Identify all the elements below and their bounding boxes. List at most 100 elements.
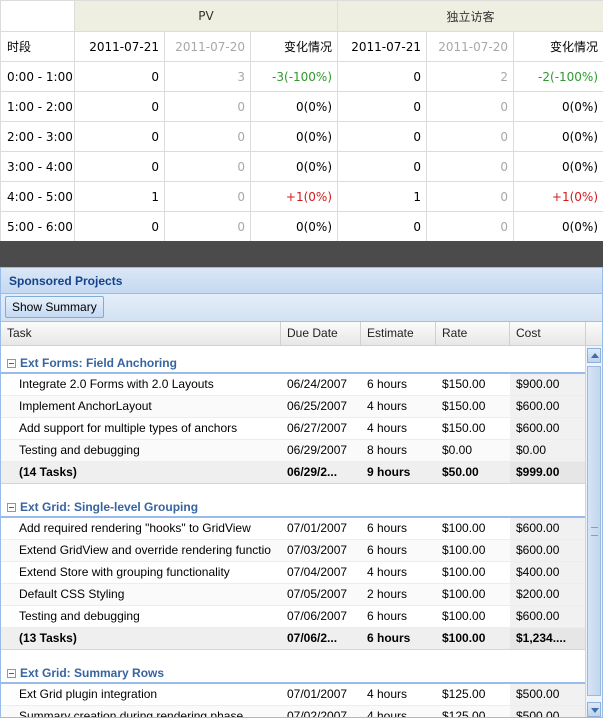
cell-estimate: 4 hours (367, 399, 408, 413)
pv-change-cell: 0(0%) (249, 151, 339, 182)
group-header[interactable]: Ext Forms: Field Anchoring (1, 346, 586, 374)
group-header[interactable]: Ext Grid: Single-level Grouping (1, 490, 586, 518)
pv-date2-header: 2011-07-20 (164, 31, 251, 62)
cell-estimate: 4 hours (367, 687, 408, 701)
cell-rate: $150.00 (442, 399, 486, 413)
table-row[interactable]: Ext Grid plugin integration 07/01/2007 4 h… (1, 684, 586, 706)
uv-change-header: 变化情况 (513, 31, 603, 62)
table-row[interactable]: Extend Store with grouping functionality… (1, 562, 586, 584)
table-row[interactable]: Extend GridView and override rendering f… (1, 540, 586, 562)
collapse-toggle-icon[interactable] (7, 668, 16, 678)
cell-task: Default CSS Styling (19, 587, 125, 601)
cell-cost: $400.00 (510, 562, 586, 583)
summary-cell-due-date: 07/06/2... (287, 631, 338, 645)
pv-change-cell: -3(-100%) (249, 61, 339, 92)
table-row[interactable]: Add required rendering "hooks" to GridVi… (1, 518, 586, 540)
cell-cost: $600.00 (510, 418, 586, 439)
table-row[interactable]: Add support for multiple types of anchor… (1, 418, 586, 440)
pv-date1-cell: 0 (74, 61, 165, 92)
uv-date1-cell: 0 (337, 211, 428, 242)
uv-date2-header: 2011-07-20 (426, 31, 515, 62)
column-header-estimate[interactable]: Estimate (361, 322, 436, 346)
column-header-task[interactable]: Task (1, 322, 281, 346)
cell-rate: $100.00 (442, 565, 486, 579)
table-row[interactable]: Integrate 2.0 Forms with 2.0 Layouts 06/2… (1, 374, 586, 396)
pv-group-header: PV (73, 0, 339, 32)
scroll-up-icon[interactable] (587, 348, 601, 363)
period-cell: 5:00 - 6:00 (0, 211, 75, 242)
cell-task: Testing and debugging (19, 609, 140, 623)
scroll-down-icon[interactable] (587, 702, 601, 717)
cell-cost: $600.00 (510, 518, 586, 539)
uv-date1-cell: 0 (337, 151, 428, 182)
table-row[interactable]: Testing and debugging 07/06/2007 6 hours $1… (1, 606, 586, 628)
cell-due-date: 07/01/2007 (287, 521, 348, 535)
vertical-scrollbar[interactable] (585, 346, 602, 717)
cell-cost: $600.00 (510, 396, 586, 417)
table-row[interactable]: Default CSS Styling 07/05/2007 2 hours $100… (1, 584, 586, 606)
uv-date2-cell: 0 (426, 181, 515, 212)
cell-due-date: 07/01/2007 (287, 687, 348, 701)
cell-due-date: 06/25/2007 (287, 399, 348, 413)
table-row[interactable]: Testing and debugging 06/29/2007 8 hours $0… (1, 440, 586, 462)
cell-task: Extend GridView and override rendering f… (19, 543, 271, 557)
group-header[interactable]: Ext Grid: Summary Rows (1, 656, 586, 684)
summary-cell-cost: $999.00 (510, 462, 586, 483)
uv-date1-cell: 0 (337, 61, 428, 92)
group-title: Ext Grid: Single-level Grouping (20, 500, 199, 514)
cell-task: Summary creation during rendering phase (19, 709, 244, 718)
cell-rate: $0.00 (442, 443, 473, 457)
cell-due-date: 07/05/2007 (287, 587, 348, 601)
group-title: Ext Forms: Field Anchoring (20, 356, 177, 370)
period-cell: 0:00 - 1:00 (0, 61, 75, 92)
period-column-header: 时段 (0, 31, 75, 62)
pv-change-header: 变化情况 (249, 31, 339, 62)
column-header-rate[interactable]: Rate (436, 322, 510, 346)
summary-cell-cost: $1,234.... (510, 628, 586, 649)
cell-cost: $500.00 (510, 684, 586, 705)
corner-cell (0, 0, 75, 32)
uv-change-cell: 0(0%) (513, 91, 603, 122)
pv-change-cell: 0(0%) (249, 91, 339, 122)
period-cell: 3:00 - 4:00 (0, 151, 75, 182)
pv-date1-header: 2011-07-21 (74, 31, 165, 62)
collapse-toggle-icon[interactable] (7, 358, 16, 368)
uv-date2-cell: 0 (426, 121, 515, 152)
cell-rate: $100.00 (442, 609, 486, 623)
pv-date2-cell: 0 (164, 151, 251, 182)
cell-task: Ext Grid plugin integration (19, 687, 158, 701)
cell-estimate: 6 hours (367, 543, 408, 557)
cell-rate: $125.00 (442, 687, 486, 701)
column-header-due-date[interactable]: Due Date (281, 322, 361, 346)
period-cell: 4:00 - 5:00 (0, 181, 75, 212)
grid-header: Task Due Date Estimate Rate Cost (1, 322, 602, 346)
pv-date1-cell: 0 (74, 211, 165, 242)
cell-task: Integrate 2.0 Forms with 2.0 Layouts (19, 377, 214, 391)
collapse-toggle-icon[interactable] (7, 502, 16, 512)
cell-task: Implement AnchorLayout (19, 399, 152, 413)
cell-due-date: 07/06/2007 (287, 609, 348, 623)
column-header-cost[interactable]: Cost (510, 322, 586, 346)
table-row[interactable]: Summary creation during rendering phase 0… (1, 706, 586, 718)
show-summary-button[interactable]: Show Summary (5, 296, 104, 318)
pv-date2-cell: 0 (164, 121, 251, 152)
cell-rate: $100.00 (442, 521, 486, 535)
cell-rate: $100.00 (442, 543, 486, 557)
summary-row: (13 Tasks) 07/06/2... 6 hours $100.00 $1,234… (1, 628, 586, 650)
cell-due-date: 06/27/2007 (287, 421, 348, 435)
pv-change-cell: 0(0%) (249, 121, 339, 152)
table-row[interactable]: Implement AnchorLayout 06/25/2007 4 hours $… (1, 396, 586, 418)
cell-due-date: 07/03/2007 (287, 543, 348, 557)
cell-due-date: 07/04/2007 (287, 565, 348, 579)
cell-task: Add required rendering "hooks" to GridVi… (19, 521, 251, 535)
cell-rate: $150.00 (442, 377, 486, 391)
scrollbar-thumb[interactable] (587, 366, 601, 696)
cell-estimate: 4 hours (367, 421, 408, 435)
unique-visitors-group-header: 独立访客 (337, 0, 603, 32)
pv-change-cell: +1(0%) (249, 181, 339, 212)
summary-cell-due-date: 06/29/2... (287, 465, 338, 479)
cell-estimate: 6 hours (367, 609, 408, 623)
cell-estimate: 2 hours (367, 587, 408, 601)
summary-cell-estimate: 9 hours (367, 465, 411, 479)
uv-date1-header: 2011-07-21 (337, 31, 428, 62)
